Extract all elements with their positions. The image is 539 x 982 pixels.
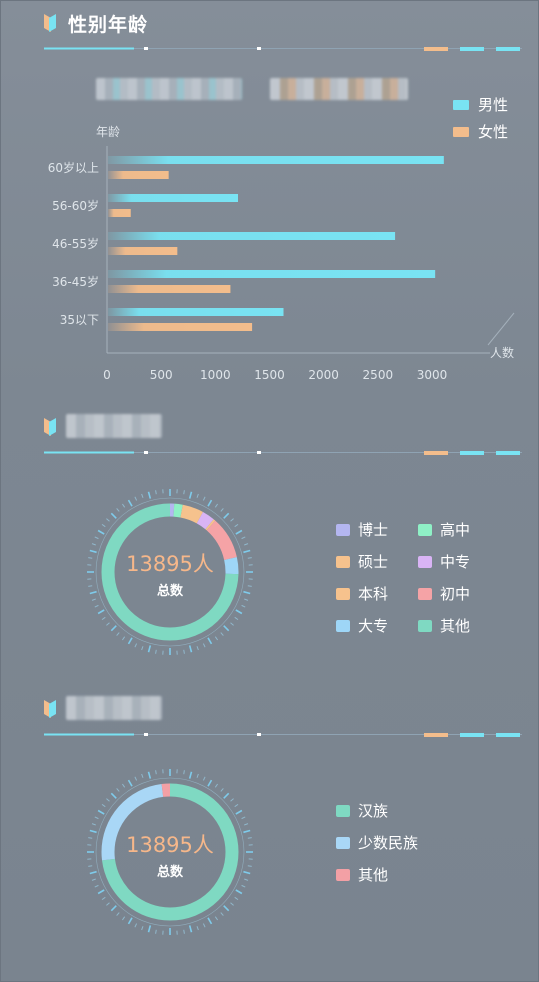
x-tick-label: 500: [150, 368, 173, 382]
section-flag-icon: [44, 700, 56, 718]
bar-female: [108, 285, 231, 293]
legend-swatch: [418, 620, 432, 632]
category-label: 60岁以上: [48, 160, 99, 175]
section-divider: [44, 451, 522, 455]
legend-label: 其他: [358, 866, 389, 884]
legend-item: 硕士: [336, 551, 388, 572]
category-label: 46-55岁: [52, 236, 99, 251]
legend-item: 其他: [418, 615, 470, 636]
donut-tick-ring: [87, 489, 253, 655]
section-header-ethnicity: [44, 696, 244, 724]
legend-swatch: [418, 588, 432, 600]
bar-male: [108, 270, 436, 278]
bar-male: [108, 194, 238, 202]
x-tick-label: 0: [103, 368, 111, 382]
x-axis-label: 人数: [490, 345, 514, 360]
legend-label: 初中: [440, 585, 471, 603]
donut-center-label: 总数: [156, 584, 183, 599]
section-header-education: [44, 414, 244, 442]
blurred-section-title: [66, 414, 162, 438]
section-divider: [44, 47, 522, 51]
legend-label: 高中: [440, 521, 471, 539]
category-label: 35以下: [60, 313, 99, 327]
x-tick-label: 2000: [308, 368, 339, 382]
legend-swatch: [336, 524, 350, 536]
legend-label: 硕士: [358, 553, 389, 571]
x-tick-label: 1500: [254, 368, 285, 382]
education-donut-center: 13895人 总数: [110, 548, 230, 599]
legend-swatch: [418, 556, 432, 568]
legend-swatch: [453, 127, 469, 137]
section-title: 性别年龄: [68, 14, 149, 36]
blurred-section-title: [66, 696, 162, 720]
legend-swatch: [336, 869, 350, 881]
legend-swatch: [453, 100, 469, 110]
legend-label: 汉族: [358, 802, 389, 820]
legend-label: 博士: [358, 521, 389, 539]
section-flag-icon: [44, 14, 56, 32]
blurred-subtitle-right: [270, 78, 408, 100]
legend-item: 大专: [336, 615, 388, 636]
legend-item: 本科: [336, 583, 388, 604]
legend-item: 高中: [418, 519, 470, 540]
category-label: 36-45岁: [52, 274, 99, 289]
legend-swatch: [336, 620, 350, 632]
bar-female: [108, 323, 253, 331]
legend-swatch: [336, 837, 350, 849]
y-axis-label: 年龄: [96, 125, 120, 139]
legend-label: 中专: [440, 553, 471, 571]
legend-item: 中专: [418, 551, 470, 572]
legend-item: 博士: [336, 519, 388, 540]
legend-label: 其他: [440, 617, 471, 635]
legend-swatch: [418, 524, 432, 536]
legend-label: 本科: [358, 585, 389, 603]
ethnicity-donut-center: 13895人 总数: [110, 829, 230, 880]
legend-swatch: [336, 805, 350, 817]
bar-male: [108, 308, 284, 316]
category-label: 56-60岁: [52, 198, 99, 213]
donut-slice: [101, 783, 239, 921]
bar-female: [108, 209, 131, 217]
legend-swatch: [336, 588, 350, 600]
legend-label: 男性: [478, 96, 508, 114]
donut-inner-guide: [95, 777, 245, 927]
ethnicity-donut-chart: [87, 769, 253, 935]
legend-item: 汉族: [336, 800, 388, 821]
donut-center-label: 总数: [156, 865, 183, 880]
x-tick-label: 1000: [200, 368, 231, 382]
legend-label: 少数民族: [358, 834, 419, 852]
bar-female: [108, 171, 169, 179]
legend-label: 大专: [358, 617, 389, 635]
legend-label: 女性: [478, 123, 508, 141]
legend-item: 少数民族: [336, 832, 418, 853]
section-flag-icon: [44, 418, 56, 436]
blurred-subtitle-left: [96, 78, 242, 100]
donut-slice: [101, 783, 239, 921]
bar-male: [108, 156, 444, 164]
legend-item: 其他: [336, 864, 388, 885]
section-divider: [44, 733, 522, 737]
section-header-gender-age: 性别年龄: [44, 10, 244, 38]
legend-item: 初中: [418, 583, 470, 604]
donut-slice: [101, 503, 239, 641]
bar-female: [108, 247, 178, 255]
donut-total: 13895人: [126, 833, 214, 857]
x-tick-label: 3000: [417, 368, 448, 382]
x-tick-label: 2500: [363, 368, 394, 382]
education-donut-chart: [87, 489, 253, 655]
donut-inner-guide: [95, 497, 245, 647]
bar-male: [108, 232, 396, 240]
donut-total: 13895人: [126, 552, 214, 576]
donut-slice: [101, 503, 239, 641]
donut-tick-ring: [87, 769, 253, 935]
legend-swatch: [336, 556, 350, 568]
x-axis-arrow-tail: [487, 312, 515, 346]
